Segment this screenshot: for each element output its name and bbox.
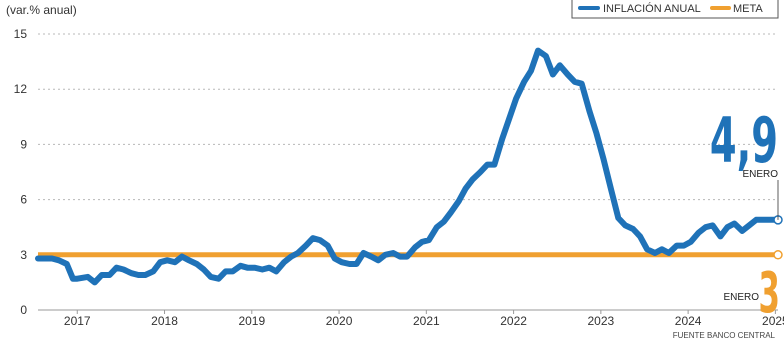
y-tick-label: 15 [14, 27, 28, 41]
x-tick-label: 2020 [326, 314, 353, 328]
legend-box [571, 0, 779, 19]
series-layer [35, 47, 783, 286]
x-tick-label: 2019 [238, 314, 265, 328]
y-tick-label: 6 [20, 193, 27, 207]
meta-value: 3 [759, 260, 780, 326]
x-tick-label: 2023 [588, 314, 615, 328]
x-tick-label: 2017 [64, 314, 91, 328]
chart-subtitle: (var.% anual) [6, 3, 77, 17]
legend-meta-label: META [733, 3, 763, 15]
grid-lines [38, 33, 778, 311]
legend: INFLACIÓN ANUAL META [571, 0, 779, 19]
meta-label: ENERO [723, 292, 759, 303]
y-tick-label: 3 [20, 248, 27, 262]
x-tick-label: 2018 [151, 314, 178, 328]
legend-inflation-label: INFLACIÓN ANUAL [603, 2, 701, 15]
x-tick-label: 2022 [500, 314, 527, 328]
inflation-latest-value: 4,9 [710, 106, 778, 178]
x-axis-ticks: 2017 2018 2019 2020 2021 2022 2023 2024 2025 [64, 310, 784, 328]
inflation-latest-label: ENERO [742, 169, 778, 180]
y-tick-label: 0 [20, 303, 27, 317]
x-tick-label: 2024 [675, 314, 702, 328]
source-note: FUENTE BANCO CENTRAL [673, 331, 776, 340]
x-tick-label: 2021 [413, 314, 440, 328]
x-tick-label: 2025 [762, 314, 784, 328]
meta-last-point [773, 250, 783, 260]
inflation-line [35, 47, 781, 286]
y-tick-label: 12 [14, 82, 28, 96]
y-axis-ticks: 0 3 6 9 12 15 [14, 27, 28, 317]
y-tick-label: 9 [20, 137, 27, 151]
